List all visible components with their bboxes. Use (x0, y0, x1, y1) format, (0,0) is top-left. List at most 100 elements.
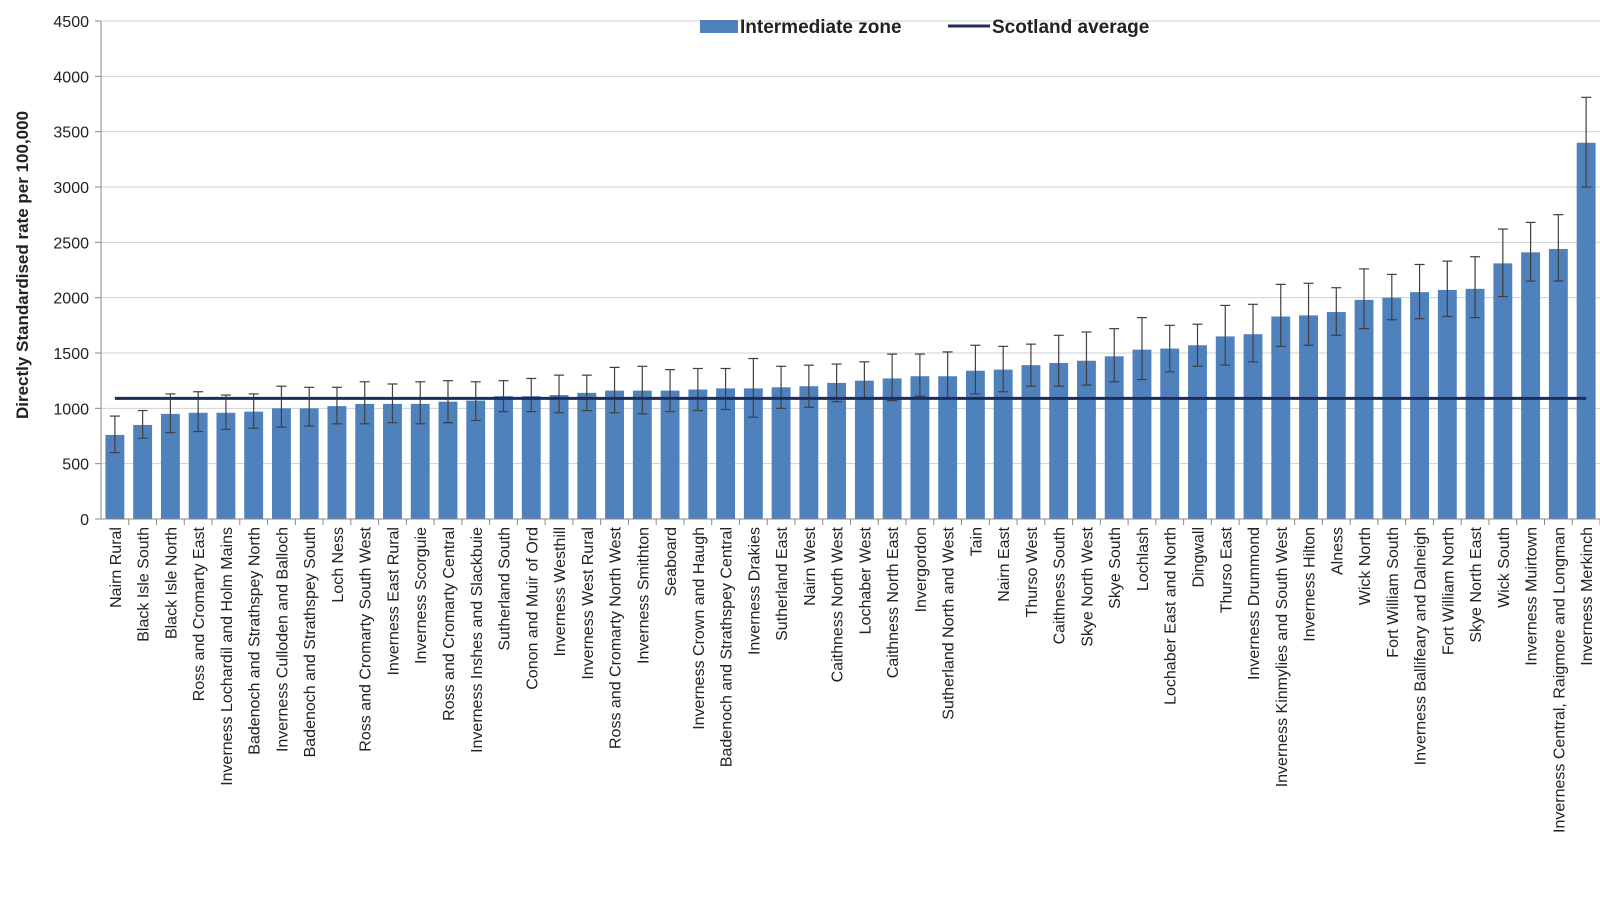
legend: Intermediate zone Scotland average (700, 17, 1149, 38)
bar (632, 390, 652, 519)
bar (1521, 252, 1541, 519)
x-tick-label: Inverness Scorguie (413, 527, 430, 664)
x-tick-label: Conon and Muir of Ord (524, 527, 541, 690)
bar (438, 401, 458, 519)
x-tick-label: Inverness East Rural (385, 527, 402, 676)
x-tick-label: Inverness Hilton (1302, 527, 1319, 642)
bar (355, 403, 375, 519)
x-tick-label: Tain (968, 527, 985, 556)
x-tick-label: Wick South (1496, 527, 1513, 608)
bar (1437, 289, 1457, 519)
bar (1576, 142, 1596, 519)
bar (605, 390, 624, 519)
bar (716, 388, 736, 519)
bar (383, 403, 402, 519)
x-tick-label: Inverness Inshes and Slackbuie (469, 527, 486, 753)
bar (494, 396, 513, 519)
bar (882, 378, 902, 519)
bar (1326, 312, 1346, 519)
x-tick-label: Sutherland North and West (941, 526, 958, 719)
x-tick-label: Inverness Kinmylies and South West (1274, 526, 1291, 787)
x-tick-label: Wick North (1357, 527, 1374, 605)
bar (1160, 348, 1180, 519)
y-tick-label: 2500 (53, 235, 89, 252)
x-tick-label: Inverness Central, Raigmore and Longman (1551, 527, 1568, 833)
x-tick-label: Skye South (1107, 527, 1124, 609)
bar (1243, 334, 1263, 519)
error-bars (109, 96, 1592, 454)
y-tick-label: 3000 (53, 180, 89, 197)
bar (577, 392, 597, 519)
x-tick-label: Inverness Smithton (635, 527, 652, 664)
y-tick-label: 1000 (53, 401, 89, 418)
bar (854, 380, 874, 519)
x-tick-label: Thurso West (1024, 526, 1041, 617)
x-tick-label: Inverness Muirtown (1524, 527, 1541, 666)
x-tick-label: Badenoch and Strathspey South (302, 527, 319, 757)
bar (299, 408, 319, 519)
x-tick-label: Lochlash (1135, 527, 1152, 591)
bar (188, 412, 208, 519)
x-tick-label: Loch Ness (330, 527, 347, 603)
bar (1299, 315, 1318, 519)
x-tick-label: Inverness Drummond (1246, 527, 1263, 680)
x-tick-label: Invergordon (913, 527, 930, 612)
x-tick-label: Inverness Crown and Haugh (691, 527, 708, 730)
bar (1132, 349, 1152, 519)
x-tick-label: Black Isle South (136, 527, 153, 642)
x-tick-label: Inverness Merkinch (1579, 527, 1596, 666)
bar (1049, 362, 1069, 519)
x-tick-label: Inverness Ballifeary and Dalneigh (1413, 527, 1430, 765)
x-tick-label: Badenoch and Strathspey North (247, 527, 264, 755)
x-tick-label: Ross and Cromarty East (191, 526, 208, 701)
x-tick-label: Skye North East (1468, 526, 1485, 642)
y-tick-label: 3500 (53, 125, 89, 142)
x-tick-label: Nairn East (996, 526, 1013, 601)
bar (799, 386, 819, 519)
y-tick-label: 4000 (53, 69, 89, 86)
x-axis-labels: Nairn Rural Black Isle South Black Isle No… (108, 519, 1600, 833)
x-tick-label: Black Isle North (163, 527, 180, 639)
bar (160, 413, 180, 519)
bar (1354, 299, 1374, 519)
bar (688, 389, 708, 519)
x-tick-label: Badenoch and Strathspey Central (719, 527, 736, 767)
y-tick-label: 2000 (53, 291, 89, 308)
x-tick-label: Sutherland East (774, 526, 791, 640)
legend-label-intermediate-zone: Intermediate zone (740, 17, 902, 38)
x-tick-label: Lochaber West (857, 526, 874, 634)
bar (910, 376, 930, 519)
bar (133, 424, 153, 519)
legend-swatch-intermediate-zone (700, 20, 738, 33)
x-tick-label: Ross and Cromarty North West (608, 526, 625, 749)
bar (938, 376, 958, 519)
bar (1188, 345, 1207, 519)
bar (1410, 292, 1430, 519)
bar (827, 382, 847, 519)
y-axis-title: Directly Standardised rate per 100,000 (13, 111, 32, 419)
axes (100, 21, 1600, 520)
y-tick-label: 0 (80, 512, 89, 529)
bar (743, 388, 763, 519)
x-tick-label: Inverness Westhill (552, 527, 569, 657)
bar (271, 408, 291, 519)
bar (771, 387, 791, 519)
x-tick-label: Seaboard (663, 527, 680, 596)
x-tick-label: Nairn West (802, 526, 819, 605)
y-axis-ticks: 0 500 1000 1500 2000 2500 3000 3500 4000 4500 (53, 14, 101, 529)
x-tick-label: Ross and Cromarty Central (441, 527, 458, 721)
bar (244, 411, 264, 519)
x-tick-label: Caithness North West (830, 526, 847, 682)
bar (105, 434, 125, 519)
x-tick-label: Skye North West (1079, 526, 1096, 646)
bar (1548, 248, 1568, 519)
x-tick-label: Ross and Cromarty South West (358, 526, 375, 751)
x-tick-label: Nairn Rural (108, 527, 125, 608)
x-tick-label: Fort William North (1440, 527, 1457, 655)
bar (1021, 365, 1041, 519)
bar (1215, 336, 1235, 519)
y-tick-label: 500 (62, 457, 89, 474)
x-tick-label: Inverness Lochardil and Holm Mains (219, 527, 236, 786)
y-tick-label: 1500 (53, 346, 89, 363)
